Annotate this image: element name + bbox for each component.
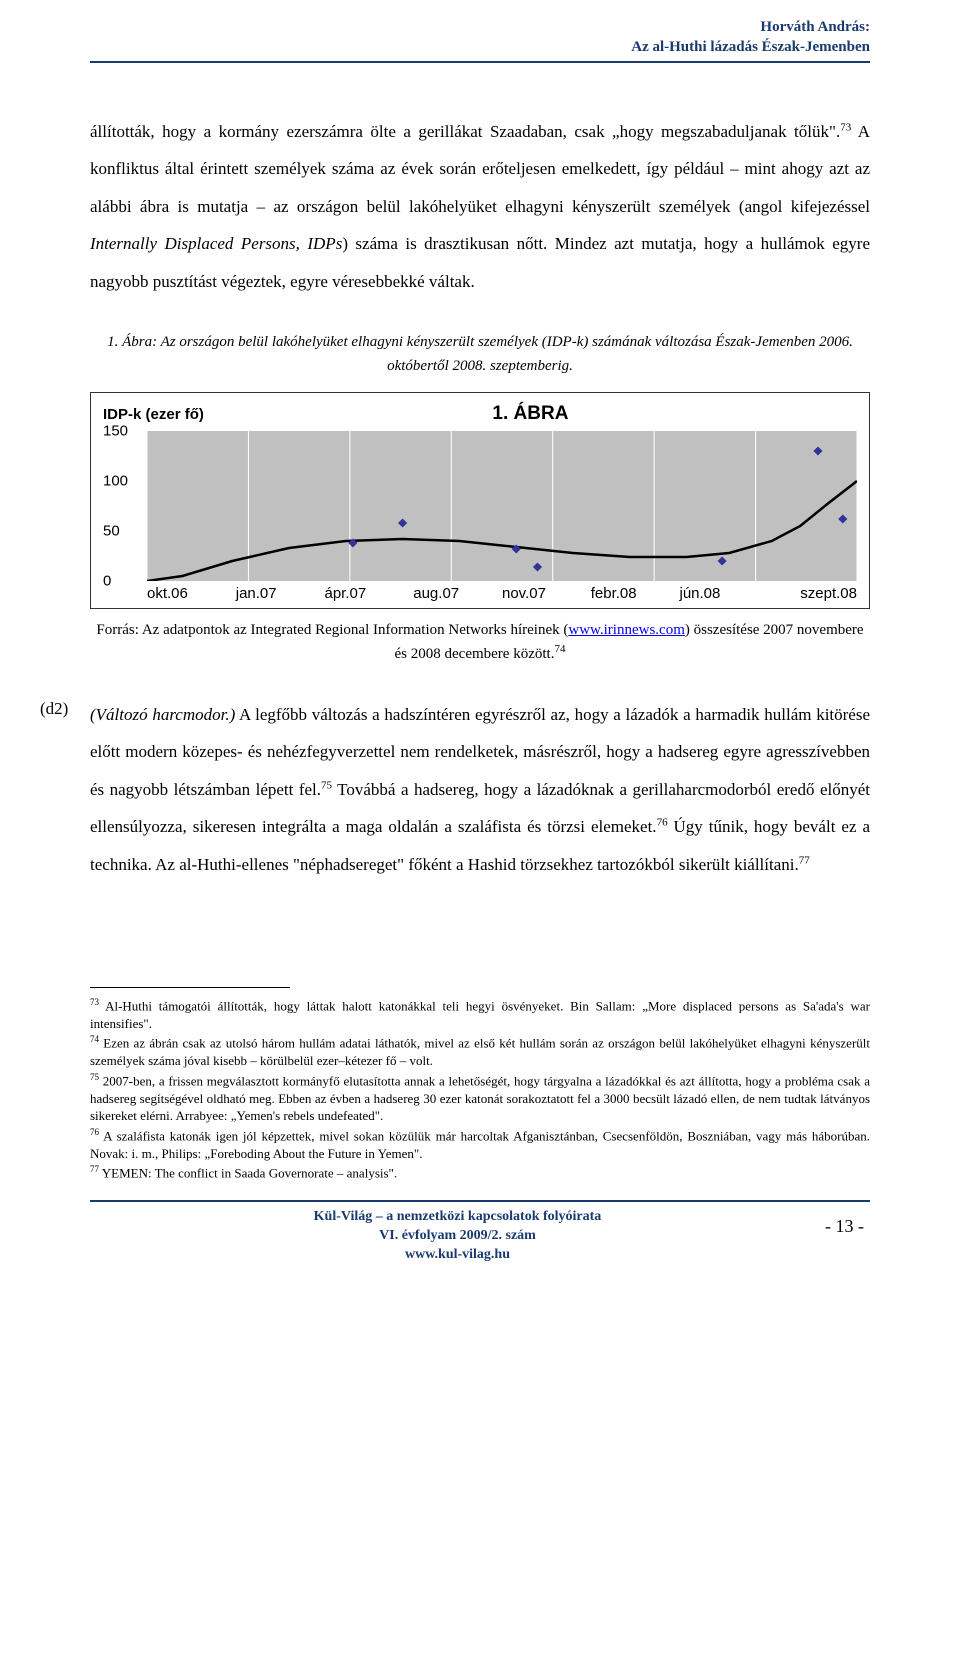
chart-ytick: 150 xyxy=(103,422,128,439)
footnote-77: YEMEN: The conflict in Saada Governorate… xyxy=(102,1165,397,1180)
header-author: Horváth András: xyxy=(90,18,870,38)
d2-label: (d2) xyxy=(40,696,90,719)
chart-xtick: okt.06 xyxy=(147,585,236,602)
page-number: - 13 - xyxy=(825,1208,870,1265)
chart-xtick: nov.07 xyxy=(502,585,591,602)
footnote-75: 2007-ben, a frissen megválasztott kormán… xyxy=(90,1073,870,1123)
footnote-ref-77: 77 xyxy=(799,854,810,866)
footer-url: www.kul-vilag.hu xyxy=(90,1246,825,1265)
paragraph-d2: (Változó harcmodor.) A legfőbb változás … xyxy=(90,696,870,883)
chart-ytick: 100 xyxy=(103,472,128,489)
chart-xtick: aug.07 xyxy=(413,585,502,602)
header-title: Az al-Huthi lázadás Észak-Jemenben xyxy=(90,38,870,58)
chart-source: Forrás: Az adatpontok az Integrated Regi… xyxy=(90,619,870,666)
paragraph-1: állították, hogy a kormány ezerszámra öl… xyxy=(90,113,870,300)
footnote-73: Al-Huthi támogatói állították, hogy látt… xyxy=(90,998,870,1031)
footnote-74: Ezen az ábrán csak az utolsó három hullá… xyxy=(90,1036,870,1069)
irin-link[interactable]: www.irinnews.com xyxy=(568,622,685,638)
chart-xtick: febr.08 xyxy=(591,585,680,602)
chart-ytick: 0 xyxy=(103,572,111,589)
footnote-ref-76: 76 xyxy=(657,816,668,828)
footnote-ref-75: 75 xyxy=(321,779,332,791)
chart-title: 1. ÁBRA xyxy=(204,403,857,425)
figure-caption: 1. Ábra: Az országon belül lakóhelyüket … xyxy=(90,330,870,378)
chart-xtick: jún.08 xyxy=(680,585,769,602)
footnote-ref-74: 74 xyxy=(554,643,565,655)
footer-issue: VI. évfolyam 2009/2. szám xyxy=(90,1227,825,1246)
page-header: Horváth András: Az al-Huthi lázadás Észa… xyxy=(90,0,870,63)
footnote-76: A szaláfista katonák igen jól képzettek,… xyxy=(90,1128,870,1161)
chart-xaxis: okt.06jan.07ápr.07aug.07nov.07febr.08jún… xyxy=(147,585,857,602)
chart-xtick: szept.08 xyxy=(768,585,857,602)
page-footer: Kül-Világ – a nemzetközi kapcsolatok fol… xyxy=(90,1200,870,1265)
footnote-separator xyxy=(90,987,290,988)
chart-plot-area: 050100150 xyxy=(103,431,857,581)
chart-xtick: ápr.07 xyxy=(325,585,414,602)
footnote-ref-73: 73 xyxy=(840,121,851,133)
chart-xtick: jan.07 xyxy=(236,585,325,602)
idp-chart: IDP-k (ezer fő) 1. ÁBRA 0 50 100 150 okt.06… xyxy=(90,392,870,609)
chart-ytick: 50 xyxy=(103,522,120,539)
chart-ylabel: IDP-k (ezer fő) xyxy=(103,406,204,423)
footnotes: 73 Al-Huthi támogatói állították, hogy l… xyxy=(90,996,870,1182)
footer-journal: Kül-Világ – a nemzetközi kapcsolatok fol… xyxy=(90,1208,825,1227)
